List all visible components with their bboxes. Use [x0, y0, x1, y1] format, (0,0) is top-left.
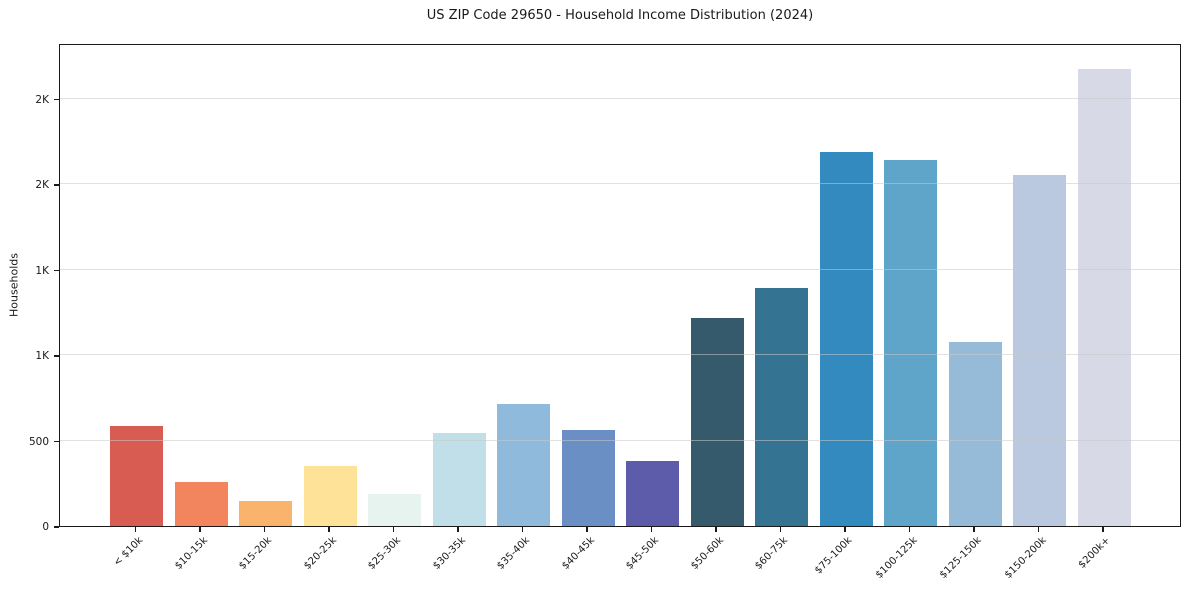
x-tick-mark: [586, 527, 588, 532]
x-tick-label: $50-60k: [688, 535, 726, 572]
bar-$60-75k: [755, 288, 808, 526]
x-tick-label: $35-40k: [495, 535, 533, 572]
bar-$50-60k: [690, 318, 744, 526]
y-tick-mark: [54, 355, 59, 357]
x-tick-label: $40-45k: [559, 535, 597, 572]
x-tick-label: $45-50k: [624, 535, 662, 572]
gridline-1500: [60, 268, 1180, 270]
x-tick-mark: [457, 527, 459, 532]
y-tick-mark: [54, 98, 59, 101]
gridline-2500: [60, 97, 1180, 99]
y-tick-mark: [54, 269, 59, 272]
x-tick-mark: [1037, 527, 1040, 532]
bar-$40-45k: [561, 430, 615, 526]
gridline-2000: [60, 183, 1180, 185]
bar-$200k+: [1077, 68, 1131, 526]
gridline-500: [60, 439, 1180, 441]
y-tick-label: 2K: [35, 179, 49, 192]
y-tick-label: 500: [28, 435, 49, 448]
x-tick-label: $200k+: [1076, 535, 1113, 571]
x-tick-label: $125-150k: [937, 535, 984, 581]
x-tick-label: $60-75k: [753, 535, 791, 572]
y-tick-label: 2K: [35, 93, 49, 106]
bar-$25-30k: [368, 494, 421, 526]
y-axis-label: Households: [7, 253, 21, 317]
bar-$100-125k: [884, 160, 937, 526]
y-tick-mark: [54, 440, 59, 443]
x-tick-label: $100-125k: [873, 535, 920, 581]
x-tick-label: $15-20k: [237, 535, 275, 572]
x-tick-label: $10-15k: [172, 535, 210, 572]
chart-title: US ZIP Code 29650 - Household Income Dis…: [426, 8, 814, 23]
bar-$30-35k: [432, 432, 486, 526]
y-tick-mark: [54, 184, 59, 186]
bar-$75-100k: [819, 152, 873, 526]
gridline-1000: [60, 354, 1180, 355]
x-tick-mark: [650, 527, 653, 532]
x-tick-mark: [844, 527, 846, 532]
x-tick-mark: [1102, 527, 1104, 532]
x-tick-label: < $10k: [111, 535, 146, 569]
y-tick-label: 1K: [35, 264, 49, 277]
x-tick-mark: [199, 527, 201, 532]
y-tick-mark: [54, 526, 59, 528]
x-tick-mark: [973, 527, 975, 532]
x-tick-mark: [263, 527, 266, 532]
x-tick-mark: [392, 527, 395, 532]
bar-$15-20k: [239, 501, 292, 526]
bar-$125-150k: [948, 342, 1002, 526]
y-tick-label: 0: [42, 521, 49, 533]
plot-area: [59, 44, 1181, 527]
x-tick-label: $75-100k: [813, 535, 855, 577]
x-tick-mark: [908, 527, 911, 532]
x-tick-mark: [521, 527, 524, 532]
bar-$10-15k: [174, 482, 228, 526]
bar-$20-25k: [303, 466, 357, 526]
x-tick-label: $30-35k: [430, 535, 468, 572]
y-tick-label: 1K: [35, 350, 49, 362]
x-tick-mark: [328, 527, 330, 532]
bar-$35-40k: [497, 403, 550, 526]
bar-$150-200k: [1013, 174, 1066, 526]
x-tick-mark: [779, 527, 782, 532]
bar-< $10k: [110, 426, 163, 526]
x-tick-mark: [715, 527, 717, 532]
x-tick-label: $20-25k: [301, 535, 339, 572]
x-tick-label: $25-30k: [366, 535, 404, 572]
x-tick-mark: [134, 527, 137, 532]
x-tick-label: $150-200k: [1002, 535, 1049, 581]
bar-$45-50k: [626, 461, 679, 526]
